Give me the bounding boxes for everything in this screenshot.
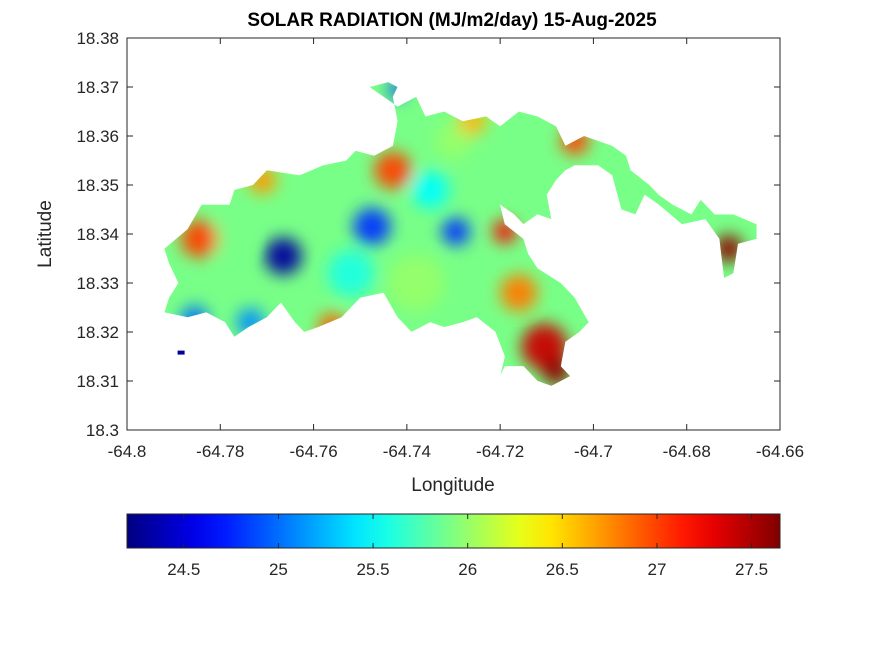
colorbar-tick-label: 26.5 xyxy=(546,560,579,579)
x-axis-label: Longitude xyxy=(411,475,494,496)
x-tick-label: -64.66 xyxy=(756,442,804,461)
colorbar xyxy=(126,513,781,549)
heat-spot-cyan-mid xyxy=(327,249,375,297)
heat-spot-blue-low xyxy=(441,217,470,246)
x-tick-label: -64.76 xyxy=(289,442,337,461)
chart-title: SOLAR RADIATION (MJ/m2/day) 15-Aug-2025 xyxy=(247,10,657,31)
y-tick-label: 18.3 xyxy=(86,421,119,440)
x-tick-label: -64.8 xyxy=(108,442,147,461)
heat-spot-green-mid xyxy=(210,220,249,258)
heat-spot-blue-low xyxy=(264,237,302,275)
y-axis-label: Latitude xyxy=(35,200,56,268)
x-axis-ticks: -64.8 -64.78 -64.76 -64.74 -64.72 -64.7 -64.68… xyxy=(108,38,804,461)
x-tick-label: -64.7 xyxy=(574,442,613,461)
colorbar-tick-label: 25.5 xyxy=(357,560,390,579)
x-tick-label: -64.74 xyxy=(383,442,431,461)
colorbar-tick-label: 25 xyxy=(269,560,288,579)
isolated-marks xyxy=(177,350,185,355)
x-tick-label: -64.68 xyxy=(663,442,711,461)
colorbar-tick-label: 27.5 xyxy=(735,560,768,579)
colorbar-tick-label: 26 xyxy=(458,560,477,579)
y-tick-label: 18.36 xyxy=(76,127,119,146)
heat-spot-darkred-high xyxy=(714,234,743,263)
y-tick-label: 18.33 xyxy=(76,274,119,293)
colorbar-tick-label: 27 xyxy=(648,560,667,579)
y-axis-ticks: 18.3 18.31 18.32 18.33 18.34 18.35 18.36 18.37 1… xyxy=(76,29,780,440)
isolated-data-pixel xyxy=(177,350,185,355)
heat-spot-orange-high xyxy=(500,274,538,312)
x-tick-label: -64.72 xyxy=(476,442,524,461)
y-tick-label: 18.34 xyxy=(76,225,119,244)
heat-spot-blue-low xyxy=(353,207,391,246)
y-tick-label: 18.31 xyxy=(76,372,119,391)
colorbar-tick-label: 24.5 xyxy=(167,560,200,579)
y-tick-label: 18.37 xyxy=(76,78,119,97)
heat-spot-red-high xyxy=(180,220,218,258)
x-tick-label: -64.78 xyxy=(196,442,244,461)
y-tick-label: 18.32 xyxy=(76,323,119,342)
y-tick-label: 18.35 xyxy=(76,176,119,195)
heat-spot-green-mid xyxy=(388,255,445,311)
y-tick-label: 18.38 xyxy=(76,29,119,48)
colorbar-ticks: 24.5 25 25.5 26 26.5 27 27.5 xyxy=(167,514,768,579)
heat-spot-cyan-mid xyxy=(411,171,449,209)
heat-spot-red-high xyxy=(374,151,412,189)
